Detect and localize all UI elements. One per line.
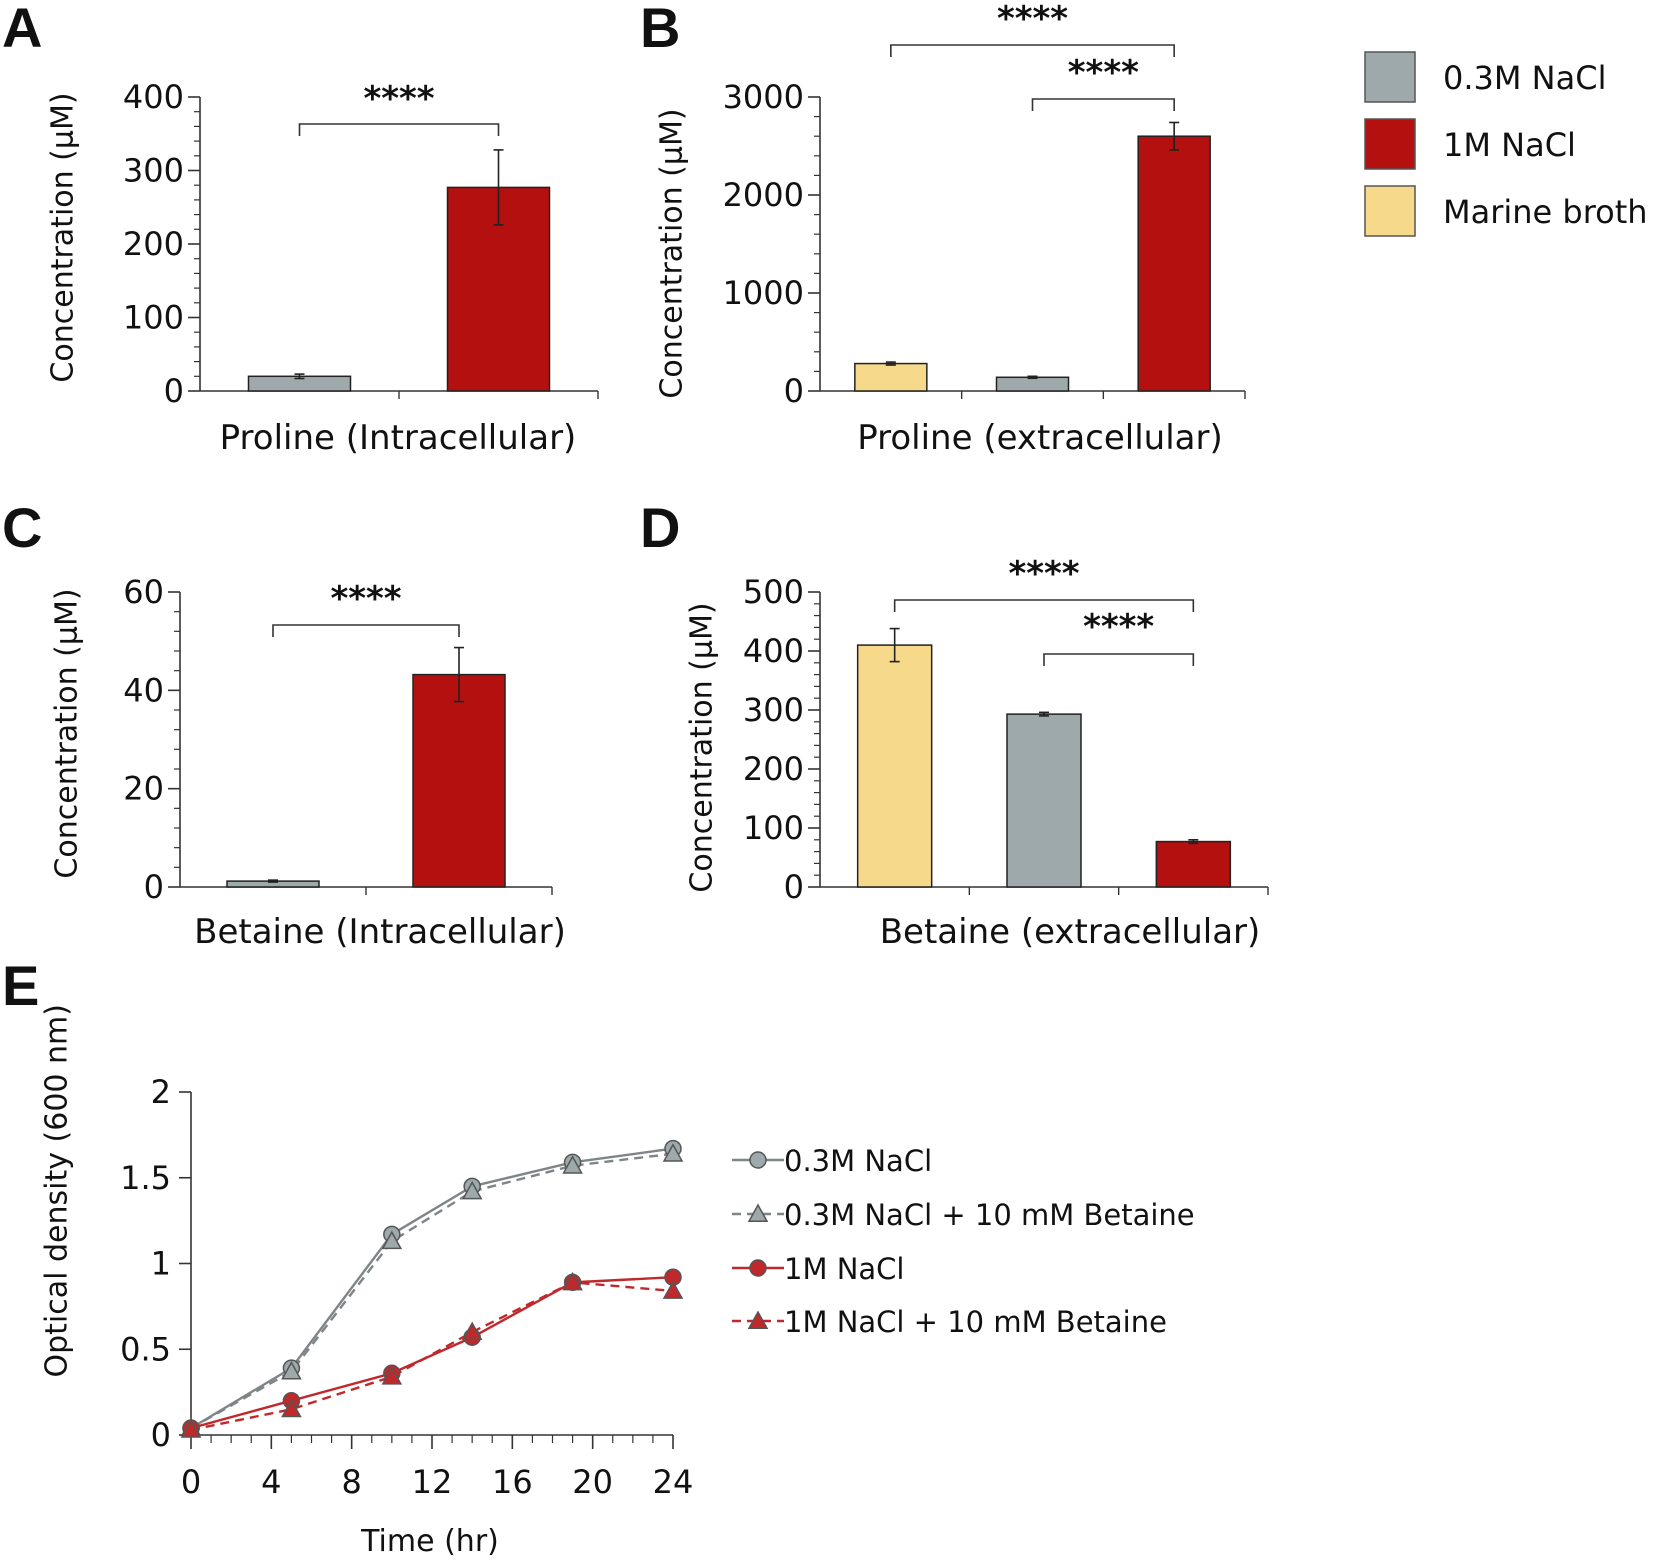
legend-swatch [1364, 51, 1416, 103]
chart-a-sig-bracket [298, 123, 500, 136]
panel-letter-b: B [640, 0, 681, 59]
chart-e-xtick-label: 24 [653, 1463, 694, 1501]
chart-d-ytick-label: 300 [743, 691, 804, 729]
chart-a-ytick-label: 200 [123, 225, 184, 263]
chart-a-ytick-label: 400 [123, 78, 184, 116]
chart-e-point-triangle [662, 1280, 684, 1299]
chart-b-bar [854, 362, 928, 392]
chart-b-ytick-label: 0 [784, 372, 804, 410]
chart-c: 0 20 40 60 **** [123, 573, 553, 906]
chart-e-legend-marker [749, 1259, 767, 1277]
chart-b-sig-bracket [890, 44, 1175, 57]
chart-a: 0 100 200 300 400 **** [123, 78, 599, 410]
legend-top: 0.3M NaCl 1M NaCl Marine broth [1364, 51, 1648, 237]
chart-e-ytick-label: 1.5 [120, 1159, 171, 1197]
panel-letter-d: D [640, 496, 681, 559]
chart-e-legend-marker [747, 1203, 769, 1222]
chart-e-ytick-label: 0 [151, 1416, 171, 1454]
chart-d-sig-label: **** [1083, 607, 1154, 647]
chart-e-xtick-label: 4 [261, 1463, 281, 1501]
chart-c-ytick-label: 40 [123, 671, 164, 709]
chart-d: 0 100 200 300 400 500 ******** [743, 554, 1269, 906]
chart-e-series-line [190, 1147, 674, 1430]
chart-b-ytick-label: 3000 [723, 78, 804, 116]
panel-letter-e: E [2, 954, 40, 1017]
chart-e-legend-label: 0.3M NaCl [784, 1144, 932, 1178]
chart-e-point-triangle [662, 1143, 684, 1162]
chart-e-series-line [190, 1276, 674, 1430]
chart-e-legend-marker [749, 1151, 767, 1169]
chart-d-ytick-label: 200 [743, 750, 804, 788]
chart-d-bar [1006, 713, 1082, 888]
chart-e: 00.511.520 4 8 12 16 20 24 [120, 1073, 693, 1501]
chart-e-legend-label: 0.3M NaCl + 10 mM Betaine [784, 1198, 1195, 1232]
chart-e-point-triangle [461, 1321, 483, 1341]
chart-b-bar [1137, 135, 1211, 392]
chart-e-point-triangle [281, 1361, 302, 1380]
chart-e-point-triangle [562, 1271, 583, 1291]
legend-swatch [1364, 185, 1416, 237]
chart-c-xlabel: Betaine (Intracellular) [194, 912, 566, 952]
chart-a-sig-label: **** [363, 79, 434, 119]
chart-d-sig-bracket [893, 599, 1195, 612]
chart-e-legend-label: 1M NaCl + 10 mM Betaine [784, 1305, 1167, 1339]
chart-b-xlabel: Proline (extracellular) [857, 418, 1223, 458]
chart-e-xtick-label: 20 [572, 1463, 613, 1501]
chart-a-xlabel: Proline (Intracellular) [219, 418, 577, 458]
chart-e-point-triangle [562, 1155, 583, 1174]
chart-c-ytick-label: 0 [144, 868, 164, 906]
chart-d-ytick-label: 100 [743, 809, 804, 847]
legend-label: 1M NaCl [1443, 126, 1576, 164]
chart-e-series-line [190, 1152, 674, 1430]
chart-a-ytick-label: 300 [123, 152, 184, 190]
chart-e-point-triangle [281, 1398, 302, 1418]
chart-b: 0 1000 2000 3000 ******** [723, 0, 1246, 410]
chart-e-legend-marker [747, 1310, 769, 1329]
chart-a-ytick-label: 100 [123, 299, 184, 337]
chart-b-sig-label: **** [1068, 53, 1139, 93]
chart-d-ytick-label: 400 [743, 632, 804, 670]
chart-e-xtick-label: 12 [412, 1463, 453, 1501]
chart-d-ytick-label: 0 [784, 868, 804, 906]
chart-e-xlabel: Time (hr) [361, 1524, 499, 1559]
panel-letter-c: C [2, 496, 43, 559]
chart-e-xtick-label: 0 [181, 1463, 201, 1501]
chart-e-xtick-label: 8 [341, 1463, 361, 1501]
chart-e-point-triangle [381, 1366, 403, 1385]
chart-d-xlabel: Betaine (extracellular) [879, 912, 1261, 952]
chart-e-series-line [190, 1281, 674, 1432]
chart-d-ytick-label: 500 [743, 573, 804, 611]
chart-e-ytick-label: 1 [151, 1245, 171, 1283]
chart-c-sig-label: **** [330, 579, 401, 619]
chart-b-bar [995, 376, 1070, 392]
chart-a-ytick-label: 0 [164, 372, 184, 410]
chart-e-xtick-label: 16 [492, 1463, 533, 1501]
legend-swatch [1364, 118, 1416, 170]
chart-e-point-triangle [381, 1230, 403, 1250]
chart-d-bar [1155, 840, 1232, 888]
legend-label: 0.3M NaCl [1443, 59, 1606, 97]
chart-d-sig-label: **** [1008, 554, 1079, 594]
chart-e-point-triangle [461, 1180, 483, 1200]
chart-c-sig-bracket [272, 624, 460, 637]
chart-c-bar [412, 673, 506, 888]
chart-b-ytick-label: 2000 [723, 176, 804, 214]
chart-b-ytick-label: 1000 [723, 274, 804, 312]
chart-c-ytick-label: 20 [123, 770, 164, 808]
chart-e-ytick-label: 2 [151, 1073, 171, 1111]
chart-c-ytick-label: 60 [123, 573, 164, 611]
chart-d-sig-bracket [1043, 653, 1195, 666]
chart-b-sig-bracket [1031, 98, 1175, 111]
chart-e-legend-label: 1M NaCl [784, 1252, 904, 1286]
chart-e-legend: 0.3M NaCl 0.3M NaCl + 10 mM Betaine 1M NaC… [732, 1144, 1195, 1339]
chart-e-ytick-label: 0.5 [120, 1330, 171, 1368]
chart-b-sig-label: **** [997, 0, 1068, 39]
chart-e-point-triangle [180, 1419, 202, 1438]
legend-label: Marine broth [1443, 193, 1648, 231]
panel-letter-a: A [2, 0, 43, 59]
chart-d-bar [856, 644, 933, 888]
